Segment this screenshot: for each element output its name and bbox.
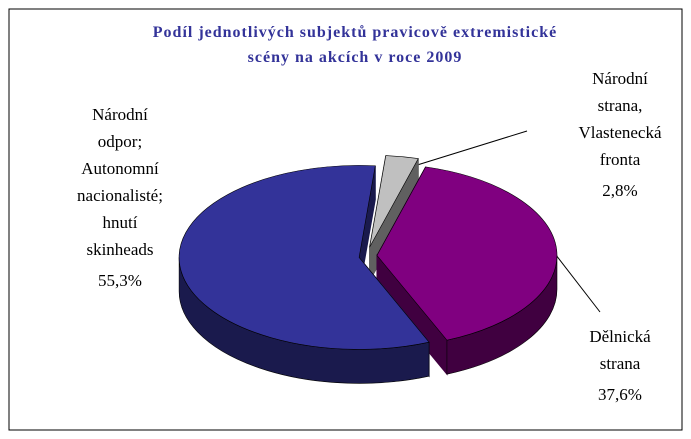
value-label: 37,6% bbox=[598, 385, 642, 404]
slice-label: Národní odpor; Autonomní nacionalisté; hnutí… bbox=[77, 105, 163, 259]
slice-top bbox=[178, 165, 430, 350]
slice-label: Dělnická strana bbox=[589, 327, 651, 373]
slice-top bbox=[369, 155, 419, 248]
leader-line bbox=[413, 130, 528, 167]
leader-line bbox=[548, 245, 601, 313]
chart-title: Podíl jednotlivých subjektů pravicově ex… bbox=[153, 24, 557, 66]
value-label: 55,3% bbox=[98, 271, 142, 290]
pie-slice bbox=[178, 165, 430, 384]
value-label: 2,8% bbox=[602, 181, 637, 200]
slice-top bbox=[376, 166, 558, 341]
slice-label: Národní strana, Vlastenecká fronta bbox=[578, 69, 662, 169]
